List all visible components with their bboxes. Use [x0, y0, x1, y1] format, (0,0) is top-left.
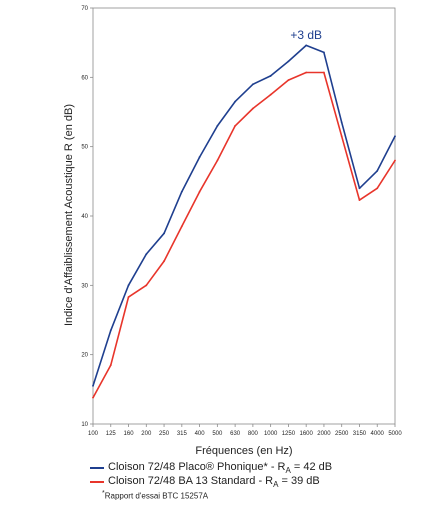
data-point-0 — [394, 135, 396, 138]
data-point-0 — [305, 44, 308, 47]
data-point-1 — [394, 159, 396, 162]
y-tick-label: 70 — [81, 6, 88, 12]
x-tick-label: 200 — [141, 431, 152, 437]
data-point-1 — [180, 225, 183, 228]
x-tick-label: 1250 — [282, 431, 296, 437]
data-point-1 — [234, 124, 237, 127]
data-point-1 — [145, 284, 148, 287]
data-point-0 — [358, 187, 361, 190]
series-line-0 — [92, 44, 396, 387]
data-point-0 — [376, 170, 379, 172]
x-tick-label: 125 — [106, 431, 117, 437]
legend-item-ba13-standard: Cloison 72/48 BA 13 Standard - RA = 39 d… — [90, 475, 440, 489]
x-axis-title: Fréquences (en Hz) — [195, 445, 292, 457]
y-axis-ticks: 10 20 30 40 50 60 70 — [81, 6, 93, 428]
data-point-0 — [127, 284, 130, 287]
x-tick-label: 500 — [212, 431, 223, 437]
chart: 10 20 30 40 50 60 70 100 125 160 200 250 315 400 500 6… — [63, 6, 402, 457]
legend-swatch-red — [90, 481, 104, 483]
legend-label: Cloison 72/48 Placo® Phonique* - RA = 42… — [108, 460, 333, 476]
data-point-1 — [109, 364, 112, 366]
data-point-0 — [251, 83, 254, 86]
data-point-1 — [323, 71, 325, 74]
x-tick-label: 315 — [177, 431, 188, 437]
data-point-0 — [216, 124, 219, 127]
data-point-0 — [145, 253, 148, 256]
data-point-1 — [127, 296, 130, 299]
y-axis-title: Indice d'Affaiblissement Acoustique R (e… — [63, 104, 75, 326]
x-axis-ticks: 100 125 160 200 250 315 400 500 630 800 1000 1250 16… — [88, 424, 402, 437]
data-point-0 — [323, 51, 325, 54]
x-tick-label: 800 — [248, 431, 259, 437]
y-tick-label: 10 — [81, 422, 88, 428]
plot-border — [92, 7, 396, 425]
series-line-1 — [92, 71, 396, 399]
plot-frame — [92, 7, 396, 425]
data-point-0 — [234, 100, 237, 103]
x-tick-label: 630 — [230, 431, 241, 437]
footnote: *Rapport d'essai BTC 15257A — [102, 490, 209, 501]
y-tick-label: 50 — [81, 145, 88, 151]
data-point-0 — [340, 121, 343, 124]
x-tick-label: 160 — [124, 431, 135, 437]
data-point-1 — [340, 135, 343, 138]
data-point-0 — [198, 156, 201, 158]
data-point-1 — [92, 396, 94, 399]
data-point-1 — [269, 93, 272, 96]
annotation-label: +3 dB — [290, 28, 322, 42]
data-point-0 — [163, 232, 165, 235]
data-point-1 — [305, 71, 308, 74]
x-tick-label: 100 — [88, 431, 99, 437]
y-tick-label: 30 — [81, 283, 88, 289]
x-tick-label: 2500 — [335, 431, 349, 437]
x-tick-label: 250 — [159, 431, 170, 437]
legend: Cloison 72/48 Placo® Phonique* - RA = 42… — [90, 461, 440, 501]
x-tick-label: 3150 — [353, 431, 367, 437]
data-point-0 — [92, 384, 94, 387]
data-point-0 — [287, 60, 290, 63]
data-point-1 — [376, 187, 379, 190]
x-tick-label: 400 — [195, 431, 206, 437]
legend-swatch-blue — [90, 467, 104, 469]
data-point-1 — [163, 260, 165, 262]
annotation-layer: +3 dB — [290, 28, 322, 42]
series-layer — [92, 44, 396, 399]
y-tick-label: 60 — [81, 75, 88, 81]
legend-label: Cloison 72/48 BA 13 Standard - RA = 39 d… — [108, 474, 320, 490]
data-point-1 — [216, 159, 219, 162]
data-point-0 — [109, 329, 112, 332]
x-tick-label: 2000 — [317, 431, 331, 437]
x-tick-label: 1000 — [264, 431, 278, 437]
x-tick-label: 4000 — [371, 431, 385, 437]
data-point-1 — [198, 190, 201, 193]
x-tick-label: 5000 — [388, 431, 402, 437]
y-tick-label: 40 — [81, 214, 88, 220]
y-tick-label: 20 — [81, 353, 88, 359]
legend-item-placo-phonique: Cloison 72/48 Placo® Phonique* - RA = 42… — [90, 461, 440, 475]
data-point-1 — [287, 79, 290, 82]
x-tick-label: 1600 — [299, 431, 313, 437]
data-point-0 — [180, 190, 183, 193]
data-point-0 — [269, 75, 272, 77]
data-point-1 — [251, 107, 254, 110]
data-point-1 — [358, 199, 361, 201]
